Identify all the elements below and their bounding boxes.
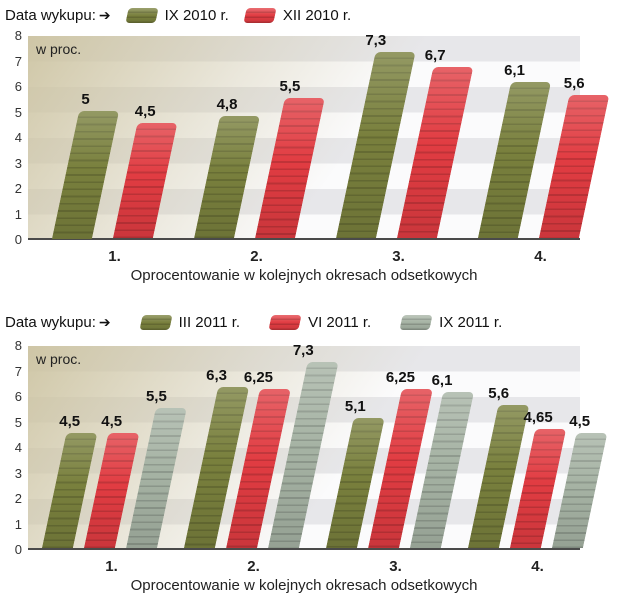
y-axis-tick: 6	[14, 389, 22, 404]
y-axis-tick: 0	[14, 232, 22, 247]
category-label: 4.	[531, 558, 544, 575]
y-axis-tick: 7	[14, 363, 22, 379]
bar	[539, 95, 610, 238]
y-axis-tick: 1	[14, 516, 22, 532]
legend-title: Data wykupu:	[5, 314, 96, 331]
bar-value-label: 6,1	[431, 372, 453, 390]
legend-item: IX 2011 r.	[399, 314, 503, 331]
bar	[113, 123, 178, 238]
y-axis-tick: 4	[14, 440, 22, 455]
y-axis-tick: 5	[14, 104, 22, 120]
category-label: 4.	[534, 248, 547, 265]
y-axis-tick: 3	[14, 155, 22, 171]
y-axis-tick: 7	[14, 53, 22, 69]
bar-value-label: 6,25	[243, 368, 274, 386]
bar-value-label: 7,3	[365, 31, 387, 49]
bar-value-label: 6,25	[385, 368, 416, 386]
bar-value-label: 4,5	[101, 413, 123, 431]
bar	[255, 97, 325, 238]
y-axis-tick: 8	[14, 338, 22, 353]
y-axis-tick: 1	[14, 206, 22, 222]
legend: Data wykupu: ➔ IX 2010 r. XII 2010 r.	[5, 7, 351, 24]
legend-swatch	[399, 315, 433, 330]
bar-value-label: 4,5	[59, 413, 81, 431]
y-axis-tick: 0	[14, 542, 22, 557]
legend-item: XII 2010 r.	[243, 7, 352, 24]
x-axis-title: Oprocentowanie w kolejnych okresach odse…	[130, 267, 478, 284]
bar-value-label: 4,5	[569, 413, 591, 431]
legend-head: Data wykupu: ➔	[5, 314, 111, 331]
y-axis-tick: 3	[14, 465, 22, 481]
y-axis-tick: 6	[14, 79, 22, 94]
bar	[194, 115, 261, 238]
bar-value-label: 6,1	[504, 62, 525, 80]
unit-label: w proc.	[36, 351, 82, 367]
bar-value-label: 6,3	[206, 367, 227, 385]
chart-bonds-2010: Data wykupu: ➔ IX 2010 r. XII 2010 r. w p…	[0, 0, 622, 300]
y-axis-tick: 4	[14, 130, 22, 145]
x-axis-title: Oprocentowanie w kolejnych okresach odse…	[130, 577, 478, 594]
arrow-right-icon: ➔	[98, 314, 111, 330]
bar-value-label: 5,5	[279, 77, 301, 95]
bar	[52, 110, 120, 238]
legend-series-name: III 2011 r.	[178, 314, 241, 331]
arrow-right-icon: ➔	[98, 7, 111, 23]
category-label: 3.	[389, 558, 402, 575]
y-axis-tick: 8	[14, 28, 22, 43]
unit-label: w proc.	[36, 41, 82, 57]
legend-swatch	[268, 315, 302, 330]
bar-value-label: 5,6	[488, 385, 510, 403]
category-label: 3.	[392, 248, 405, 265]
bar	[478, 82, 552, 238]
bar-value-label: 5	[81, 90, 90, 108]
bar-value-label: 4,8	[216, 95, 238, 113]
y-axis-tick: 2	[14, 181, 22, 196]
legend-item: IX 2010 r.	[125, 7, 229, 24]
bar-value-label: 7,3	[292, 341, 314, 359]
bar-value-label: 4,5	[134, 103, 156, 121]
bar-value-label: 6,7	[424, 47, 446, 65]
plot-area: w proc. 5 4,5 4,8 5,5 7,3 6,7 6,1 5,6	[28, 32, 610, 240]
bar-value-label: 5,6	[563, 75, 585, 93]
bar-value-label: 5,5	[145, 387, 167, 405]
legend-item: VI 2011 r.	[268, 314, 372, 331]
y-axis-tick: 2	[14, 491, 22, 506]
y-axis-tick: 5	[14, 414, 22, 430]
legend-item: III 2011 r.	[139, 314, 241, 331]
bar	[397, 67, 474, 238]
plot-area: w proc. 4,5 4,5 5,5 6,3 6,25 7,3 5,1 6,25 6,1 5,6…	[28, 342, 608, 550]
legend-series-name: VI 2011 r.	[308, 314, 372, 331]
legend-series-name: IX 2011 r.	[439, 314, 503, 331]
category-label: 2.	[247, 558, 260, 575]
legend: Data wykupu: ➔ III 2011 r. VI 2011 r. IX 2…	[5, 314, 502, 331]
legend-swatch	[125, 8, 159, 23]
bar-value-label: 4,65	[523, 409, 553, 427]
chart-bonds-2011: Data wykupu: ➔ III 2011 r. VI 2011 r. IX 2…	[0, 300, 622, 600]
legend-swatch	[243, 8, 277, 23]
category-label: 2.	[250, 248, 263, 265]
legend-series-name: IX 2010 r.	[164, 7, 229, 24]
legend-swatch	[139, 315, 173, 330]
legend-head: Data wykupu: ➔	[5, 7, 111, 24]
category-label: 1.	[108, 248, 121, 265]
category-label: 1.	[105, 558, 118, 575]
legend-series-name: XII 2010 r.	[282, 7, 352, 24]
legend-title: Data wykupu:	[5, 7, 96, 24]
bar-value-label: 5,1	[344, 397, 366, 415]
